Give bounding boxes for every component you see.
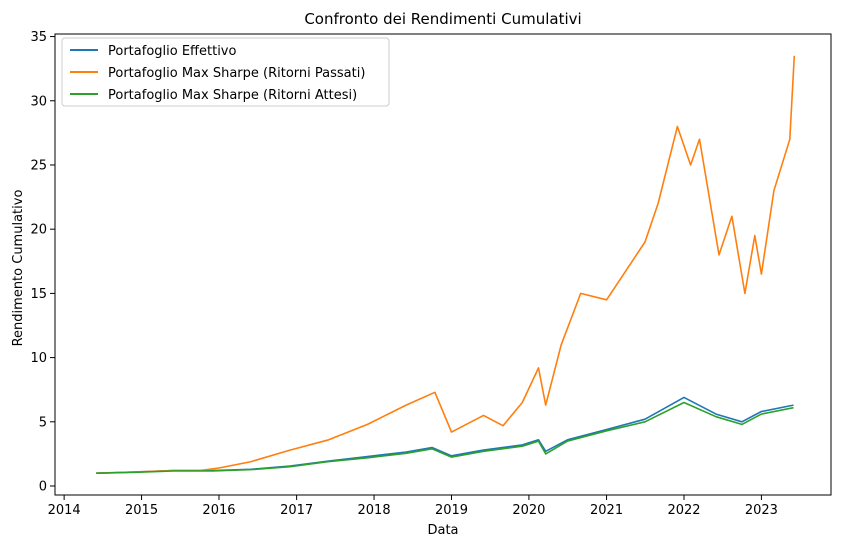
legend-label-effettivo: Portafoglio Effettivo (108, 44, 236, 59)
series-line-max-sharpe-passati (96, 55, 796, 474)
x-tick-label: 2016 (202, 503, 235, 518)
y-tick-label: 20 (30, 223, 47, 238)
x-tick-label: 2023 (745, 503, 778, 518)
x-tick-label: 2014 (48, 503, 81, 518)
legend: Portafoglio Effettivo Portafoglio Max Sh… (61, 37, 390, 107)
y-tick-label: 35 (30, 30, 47, 45)
y-tick-label: 15 (30, 287, 47, 302)
x-tick-label: 2015 (125, 503, 158, 518)
x-axis-label: Data (427, 523, 458, 538)
series-line-effettivo (96, 396, 794, 474)
chart-title: Confronto dei Rendimenti Cumulativi (304, 10, 581, 28)
x-tick-label: 2017 (280, 503, 313, 518)
plot-frame (54, 33, 832, 496)
legend-label-max-sharpe-attesi: Portafoglio Max Sharpe (Ritorni Attesi) (108, 88, 357, 103)
x-tick-label: 2019 (435, 503, 468, 518)
x-tick-label: 2018 (358, 503, 391, 518)
y-tick-label: 5 (39, 415, 47, 430)
x-tick-label: 2022 (667, 503, 700, 518)
x-tick-label: 2020 (512, 503, 545, 518)
y-tick-label: 30 (30, 94, 47, 109)
legend-frame (61, 37, 390, 107)
legend-label-max-sharpe-passati: Portafoglio Max Sharpe (Ritorni Passati) (108, 66, 365, 81)
y-axis-label: Rendimento Cumulativo (11, 190, 26, 347)
y-tick-label: 10 (30, 351, 47, 366)
series-line-max-sharpe-attesi (96, 401, 794, 474)
y-tick-label: 0 (39, 480, 47, 495)
x-tick-label: 2021 (590, 503, 623, 518)
y-tick-label: 25 (30, 158, 47, 173)
